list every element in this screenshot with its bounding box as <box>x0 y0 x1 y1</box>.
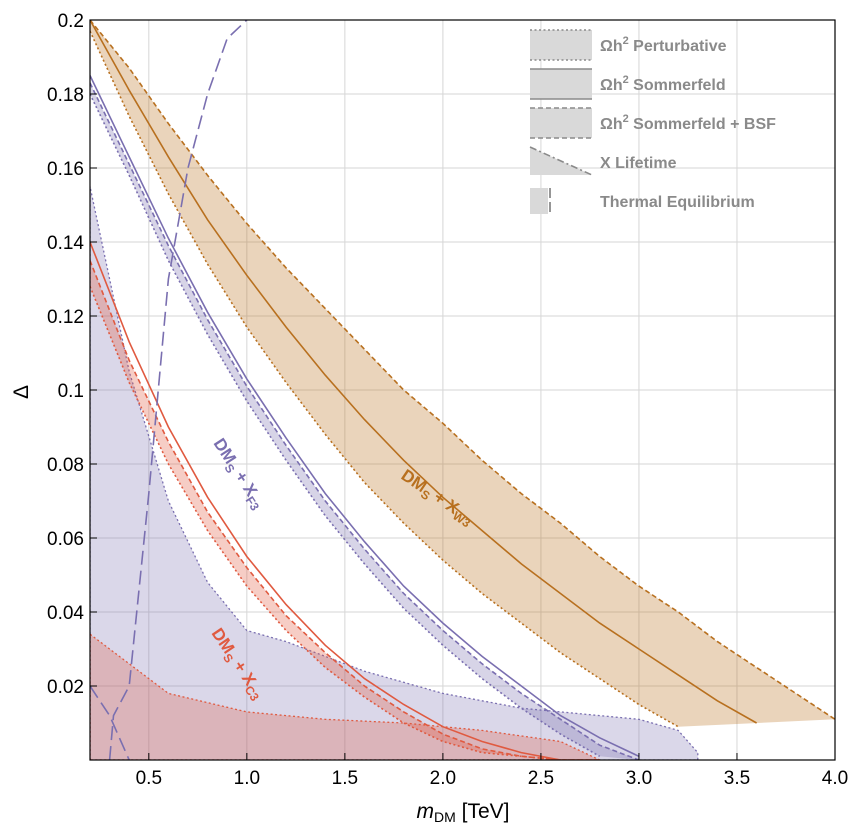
legend-entry-1: Ωh2 Sommerfeld <box>530 68 726 100</box>
y-tick-label-0: 0.02 <box>47 677 84 698</box>
y-tick-label-1: 0.04 <box>47 603 84 624</box>
legend-swatch-2 <box>530 108 592 138</box>
legend-entry-3: X Lifetime <box>529 146 677 176</box>
legend-label-0: Ωh2 Perturbative <box>600 35 727 55</box>
relic-curve-1-solid <box>90 75 640 758</box>
legend-swatch-0 <box>530 30 592 60</box>
relic-curve-0-solid <box>90 20 757 724</box>
relic-curve-0-dashed <box>90 20 835 720</box>
legend-stroke-3 <box>529 146 593 176</box>
legend-label-2: Ωh2 Sommerfeld + BSF <box>600 113 776 133</box>
relic-curve-2-dashed <box>90 260 600 760</box>
y-tick-label-2: 0.06 <box>47 529 84 550</box>
relic-curve-1-dashed <box>90 82 640 760</box>
x-tick-label-5: 3.0 <box>626 768 652 789</box>
y-axis-ticks: 0.02 0.04 0.06 0.08 0.1 0.12 0.14 0.16 0.18 0.2 <box>47 11 97 698</box>
lifetime-region-1 <box>90 633 600 760</box>
y-tick-label-6: 0.14 <box>47 233 84 254</box>
y-tick-label-4: 0.1 <box>58 381 84 402</box>
legend-label-1: Ωh2 Sommerfeld <box>600 74 726 94</box>
x-tick-label-3: 2.0 <box>430 768 456 789</box>
legend-swatch-4 <box>530 188 548 214</box>
annotation-0: DMS + XF3 <box>207 435 269 514</box>
y-tick-label-7: 0.16 <box>47 159 84 180</box>
x-tick-label-6: 3.5 <box>724 768 750 789</box>
legend-entry-0: Ωh2 Perturbative <box>530 29 727 61</box>
relic-curve-2-solid <box>90 241 600 760</box>
relic-curve-1-dotted <box>90 93 601 757</box>
lifetime-regions <box>90 186 699 760</box>
legend-swatch-1 <box>530 69 592 99</box>
relic-curves <box>90 20 835 760</box>
y-tick-label-8: 0.18 <box>47 85 84 106</box>
legend-entry-4: Thermal Equilibrium <box>530 188 755 214</box>
thermal-equilibrium-line-0 <box>108 20 248 760</box>
legend-label-4: Thermal Equilibrium <box>600 194 755 211</box>
x-tick-label-1: 1.0 <box>234 768 260 789</box>
legend: Ωh2 Perturbative Ωh2 Sommerfeld Ωh2 Sommer… <box>529 29 776 214</box>
y-tick-label-9: 0.2 <box>58 11 84 32</box>
relic-curve-0-dotted <box>90 30 679 728</box>
y-tick-label-3: 0.08 <box>47 455 84 476</box>
x-tick-label-4: 2.5 <box>528 768 554 789</box>
thermal-equilibrium-lines <box>90 20 248 760</box>
lifetime-region-0 <box>90 186 699 760</box>
y-tick-label-5: 0.12 <box>47 307 84 328</box>
x-tick-label-0: 0.5 <box>136 768 162 789</box>
relic-curve-2-dotted <box>90 286 561 760</box>
x-tick-label-2: 1.5 <box>332 768 358 789</box>
thermal-equilibrium-line-1 <box>90 685 130 760</box>
legend-label-3: X Lifetime <box>600 155 677 172</box>
y-axis-label: Δ <box>10 385 33 399</box>
legend-entry-2: Ωh2 Sommerfeld + BSF <box>530 107 776 139</box>
x-axis-ticks: 0.5 1.0 1.5 2.0 2.5 3.0 3.5 4.0 <box>136 753 848 789</box>
x-tick-label-7: 4.0 <box>822 768 848 789</box>
x-axis-label: mDM [TeV] <box>417 800 510 825</box>
